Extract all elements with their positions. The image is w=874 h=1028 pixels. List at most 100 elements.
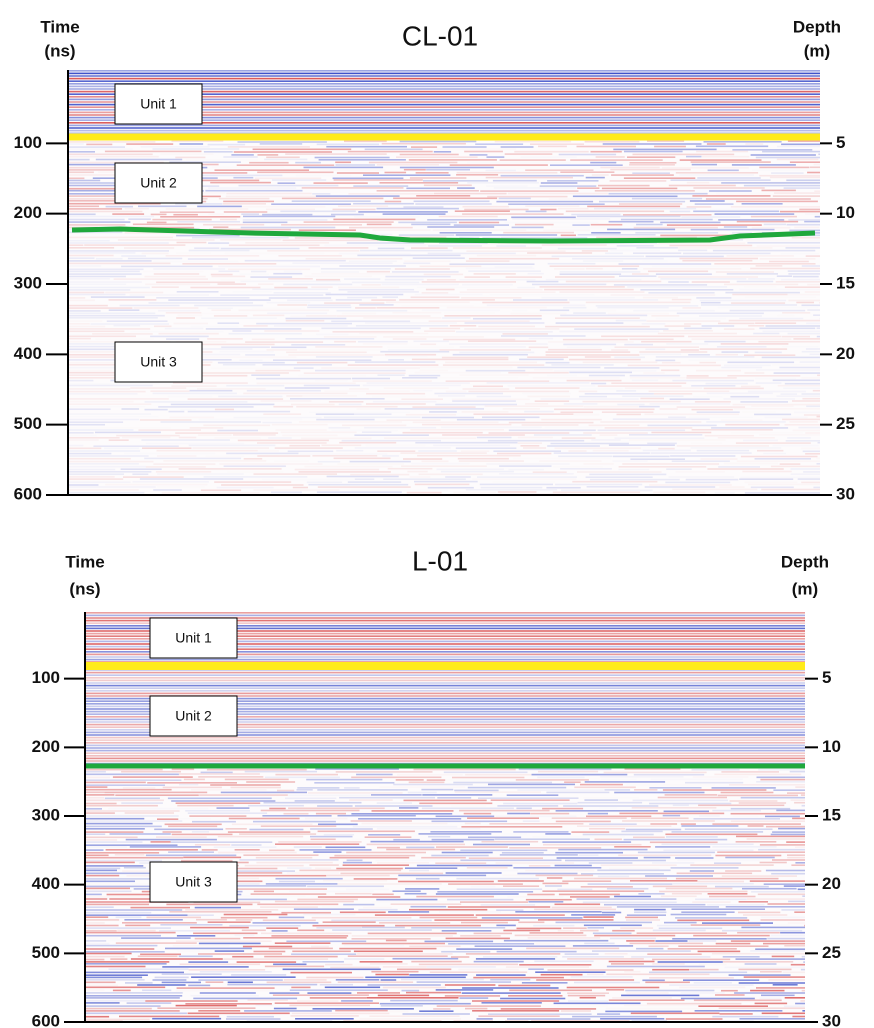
reflection xyxy=(745,482,798,484)
reflection xyxy=(372,893,394,896)
reflection xyxy=(580,929,599,932)
reflection xyxy=(587,973,604,976)
reflection xyxy=(140,146,210,148)
reflection xyxy=(476,436,512,439)
reflection xyxy=(652,885,708,888)
reflection xyxy=(801,350,820,353)
reflection xyxy=(553,1002,641,1005)
reflection xyxy=(160,924,223,926)
reflection xyxy=(652,963,685,965)
right-tick-label: 20 xyxy=(836,344,855,363)
reflection xyxy=(458,221,500,224)
reflection xyxy=(601,411,654,413)
reflection xyxy=(732,149,813,151)
right-tick-label: 25 xyxy=(822,943,841,962)
reflection xyxy=(138,429,201,431)
reflection xyxy=(502,333,548,335)
reflection xyxy=(358,908,398,911)
reflection xyxy=(772,364,830,366)
reflection xyxy=(68,478,124,480)
reflection xyxy=(740,289,839,291)
reflection xyxy=(719,1013,753,1015)
reflection xyxy=(218,270,240,273)
reflection xyxy=(761,1012,805,1015)
reflection xyxy=(814,215,820,218)
reflection xyxy=(621,268,638,270)
reflection xyxy=(693,187,765,189)
reflection xyxy=(352,380,432,382)
reflection xyxy=(730,807,791,810)
reflection xyxy=(551,364,614,366)
reflection xyxy=(755,948,805,950)
reflection xyxy=(771,872,805,875)
reflection xyxy=(260,906,318,908)
reflection xyxy=(677,919,750,922)
reflection xyxy=(364,426,437,429)
reflection xyxy=(341,439,441,442)
reflection xyxy=(171,833,233,836)
reflection xyxy=(352,838,380,840)
reflection xyxy=(725,967,808,969)
reflection xyxy=(525,169,594,171)
reflection xyxy=(106,893,160,896)
reflection xyxy=(519,358,564,361)
reflection xyxy=(612,929,635,932)
reflection xyxy=(479,483,553,486)
reflection xyxy=(562,880,612,882)
reflection xyxy=(262,919,316,922)
reflection xyxy=(456,948,513,950)
reflection xyxy=(671,460,730,462)
reflection xyxy=(814,190,820,192)
reflection xyxy=(370,840,464,843)
reflection xyxy=(555,483,643,486)
reflection xyxy=(437,148,517,150)
reflection xyxy=(618,469,649,471)
reflection xyxy=(736,835,805,838)
reflection xyxy=(459,374,528,376)
reflection xyxy=(690,924,761,926)
reflection xyxy=(747,390,806,393)
reflection xyxy=(568,299,659,301)
reflection xyxy=(85,630,805,632)
panel-title: CL-01 xyxy=(402,20,478,51)
reflection xyxy=(68,379,94,382)
reflection xyxy=(68,166,155,169)
reflection xyxy=(334,340,356,343)
reflection xyxy=(187,812,268,814)
reflection xyxy=(567,958,644,960)
reflection xyxy=(680,349,699,351)
reflection xyxy=(585,301,691,304)
reflection xyxy=(728,319,820,322)
reflection xyxy=(235,919,253,921)
left-axis-label: Time xyxy=(40,17,79,36)
reflection xyxy=(399,166,494,169)
reflection xyxy=(452,400,516,402)
reflection xyxy=(146,916,201,919)
reflection xyxy=(429,327,461,330)
reflection xyxy=(68,210,143,213)
reflection xyxy=(359,333,428,335)
reflection xyxy=(347,291,419,293)
reflection xyxy=(655,940,688,942)
reflection xyxy=(157,1007,256,1009)
reflection xyxy=(759,844,805,846)
reflection xyxy=(459,997,489,999)
reflection xyxy=(68,171,94,174)
reflection xyxy=(376,827,481,830)
reflection xyxy=(685,478,739,481)
reflection xyxy=(721,419,763,421)
reflection xyxy=(616,413,641,416)
reflection xyxy=(783,1005,805,1008)
reflection xyxy=(407,470,428,473)
reflection xyxy=(166,903,253,906)
reflection xyxy=(599,434,618,436)
reflection xyxy=(232,291,272,293)
reflection xyxy=(68,182,139,184)
reflection xyxy=(307,304,351,306)
reflection xyxy=(274,1002,379,1004)
reflection xyxy=(643,268,742,270)
reflection xyxy=(112,989,131,992)
reflection xyxy=(188,984,211,987)
reflection xyxy=(559,291,645,293)
reflection xyxy=(568,450,587,452)
